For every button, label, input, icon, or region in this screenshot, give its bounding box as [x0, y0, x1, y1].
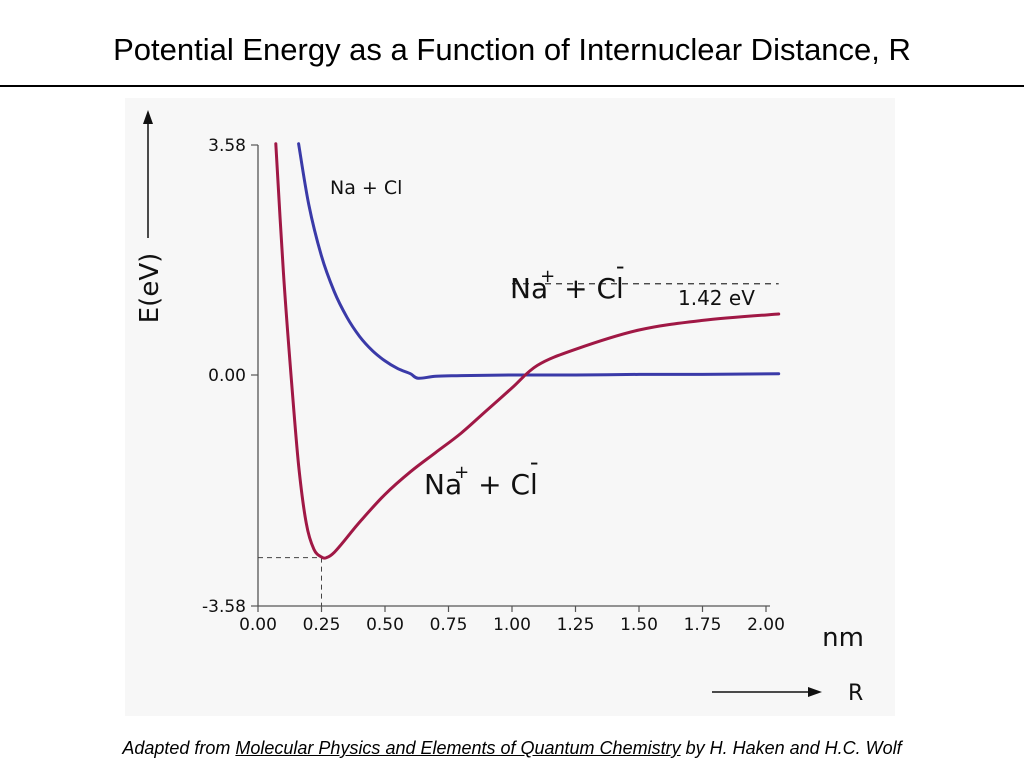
x-tick-label: 1.75 — [684, 615, 722, 635]
covalent-curve — [297, 142, 781, 380]
y-axis-label: E(eV) — [135, 253, 165, 324]
y-ticks: 3.58 0.00 -3.58 — [202, 136, 258, 617]
title-divider — [0, 85, 1024, 87]
x-tick-label: 1.00 — [493, 615, 531, 635]
x-tick-label: 0.50 — [366, 615, 404, 635]
figure-panel — [125, 98, 895, 716]
y-tick-label: 0.00 — [208, 366, 246, 386]
x-tick-label: 1.50 — [620, 615, 658, 635]
ionic-curve — [274, 142, 781, 560]
ionic-label-upper: Na+ + Cl- — [510, 252, 624, 305]
x-axis-arrow-head — [808, 687, 822, 697]
x-tick-label: 2.00 — [747, 615, 785, 635]
slide-title: Potential Energy as a Function of Intern… — [113, 32, 911, 67]
covalent-curve-label: Na + Cl — [330, 177, 402, 199]
y-axis-arrow-head — [143, 110, 153, 124]
x-tick-label: 1.25 — [557, 615, 595, 635]
y-tick-label: -3.58 — [202, 597, 246, 617]
x-tick-label: 0.25 — [303, 615, 341, 635]
citation-book-title: Molecular Physics and Elements of Quantu… — [235, 738, 681, 758]
x-axis-label: R — [848, 681, 863, 706]
citation-prefix: Adapted from — [122, 738, 236, 758]
x-ticks: 0.00 0.25 0.50 0.75 1.00 1.25 1.50 1.75 2.00 — [239, 606, 785, 635]
asymptote-value-label: 1.42 eV — [678, 286, 755, 310]
y-tick-label: 3.58 — [208, 136, 246, 156]
x-axis-unit: nm — [822, 623, 864, 653]
x-tick-label: 0.00 — [239, 615, 277, 635]
ionic-label-lower: Na+ + Cl- — [424, 448, 538, 501]
x-tick-label: 0.75 — [430, 615, 468, 635]
citation: Adapted from Molecular Physics and Eleme… — [0, 738, 1024, 759]
citation-suffix: by H. Haken and H.C. Wolf — [680, 738, 902, 758]
